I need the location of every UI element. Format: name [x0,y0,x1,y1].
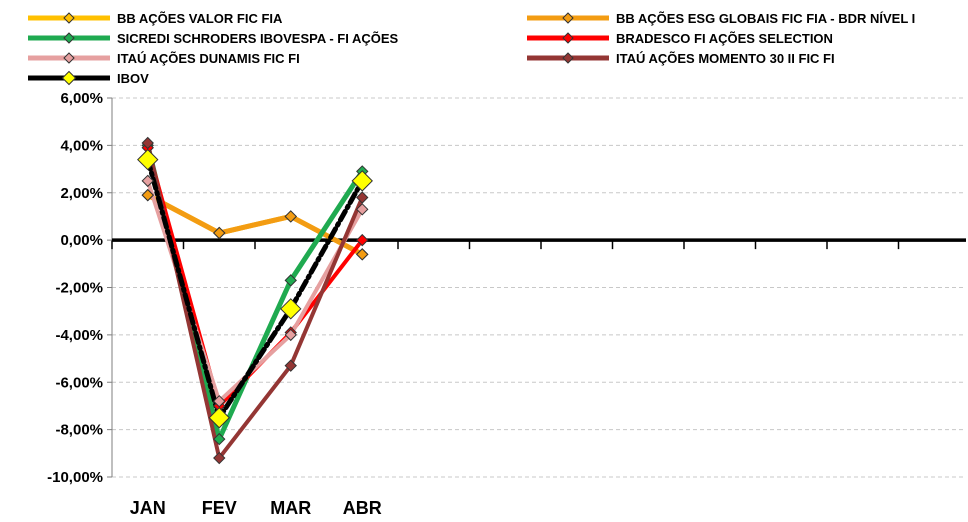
legend-marker [562,12,574,24]
x-tick-label: FEV [202,498,237,518]
legend: BB AÇÕES VALOR FIC FIA BB AÇÕES ESG GLOBA… [28,11,915,86]
data-point [356,203,369,216]
x-tick-label: MAR [270,498,311,518]
y-tick-label: -4,00% [55,327,103,344]
legend-marker [63,32,75,44]
series-line [145,192,365,257]
data-point [141,136,154,150]
data-point [208,407,230,429]
data-point [213,451,226,465]
x-axis-ticks: JAN FEV MAR ABR [130,498,382,518]
series-line [145,141,365,461]
legend-marker [562,32,574,44]
data-point [284,359,297,372]
legend-label: SICREDI SCHRODERS IBOVESPA - FI AÇÕES [117,31,399,46]
y-tick-label: -6,00% [55,374,103,391]
data-point [213,226,226,240]
data-point [351,170,373,192]
legend-marker [63,12,75,24]
y-tick-label: 0,00% [60,232,103,249]
data-point [356,191,369,204]
data-point [213,432,226,446]
gridlines [112,97,966,478]
data-point [284,274,297,287]
data-point [356,248,369,261]
legend-marker [562,52,574,64]
legend-label: BRADESCO FI AÇÕES SELECTION [616,31,833,46]
legend-label: BB AÇÕES ESG GLOBAIS FIC FIA - BDR NÍVEL… [616,11,915,26]
legend-marker [63,52,75,64]
y-tick-label: -2,00% [55,280,103,297]
data-point [356,233,369,247]
y-tick-label: 4,00% [60,137,103,154]
data-point [280,298,302,320]
data-point [213,394,226,408]
legend-label: BB AÇÕES VALOR FIC FIA [117,11,283,26]
data-point [137,148,159,171]
legend-label: IBOV [117,71,149,86]
y-tick-label: -8,00% [55,422,103,439]
legend-marker [61,70,77,86]
x-tick-label: JAN [130,498,166,518]
x-tick-label: ABR [343,498,382,518]
series-group [137,136,373,465]
series-line [145,157,365,421]
data-point [284,328,297,342]
y-axis-ticks: 6,00% 4,00% 2,00% 0,00% -2,00% -4,00% -6,00% -8… [47,90,103,486]
data-point [141,174,154,188]
data-point [284,210,297,223]
axes [107,97,966,478]
y-tick-label: -10,00% [47,469,103,486]
y-tick-label: 2,00% [60,185,103,202]
legend-label: ITAÚ AÇÕES MOMENTO 30 II FIC FI [616,51,835,66]
legend-label: ITAÚ AÇÕES DUNAMIS FIC FI [117,51,300,66]
data-point [141,188,154,202]
y-tick-label: 6,00% [60,90,103,107]
